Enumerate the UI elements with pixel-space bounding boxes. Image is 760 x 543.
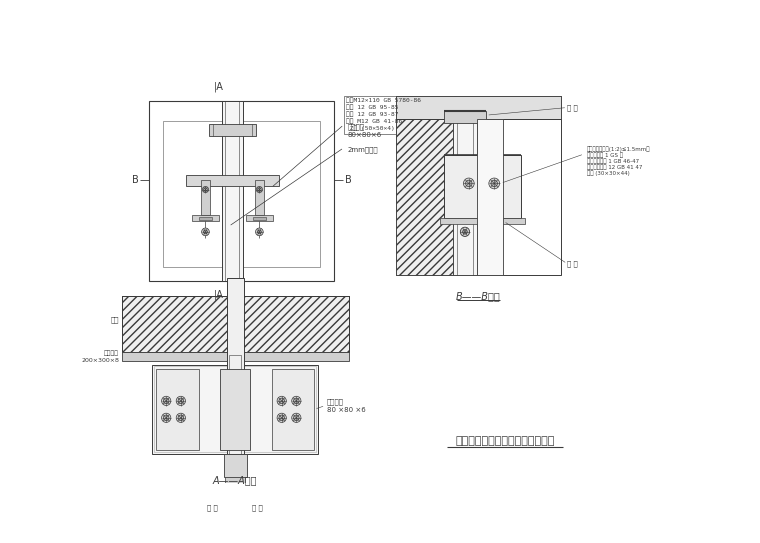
Text: 明框玻璃幕墙立柱与主体连接节点: 明框玻璃幕墙立柱与主体连接节点	[455, 436, 555, 446]
Circle shape	[489, 178, 499, 189]
Text: 水 平: 水 平	[568, 104, 578, 111]
Bar	[396, 96, 561, 119]
Text: 不得使用垫片 12 GB 41 47: 不得使用垫片 12 GB 41 47	[587, 165, 642, 171]
Bar	[245, 215, 274, 221]
Circle shape	[464, 178, 474, 189]
Text: B: B	[131, 175, 138, 185]
Bar	[396, 96, 454, 275]
Text: B: B	[345, 175, 352, 185]
Circle shape	[178, 415, 184, 421]
Text: 螺栓M12×110 GB 5780-86: 螺栓M12×110 GB 5780-86	[346, 98, 420, 103]
Text: 不得使用垫片 1 GB 46-47: 不得使用垫片 1 GB 46-47	[587, 159, 638, 164]
Bar	[222, 102, 243, 281]
Text: |A: |A	[214, 290, 223, 300]
Bar	[163, 121, 320, 267]
Bar	[253, 217, 265, 219]
Circle shape	[258, 230, 261, 234]
Bar	[122, 296, 349, 352]
Text: 乙钩 (30×30×44): 乙钩 (30×30×44)	[587, 171, 629, 176]
Text: 连接角钢
80×80×6: 连接角钢 80×80×6	[348, 123, 382, 137]
Text: 连接角钢
80 ×80 ×6: 连接角钢 80 ×80 ×6	[327, 398, 366, 413]
Bar	[199, 217, 211, 219]
Circle shape	[491, 180, 498, 187]
Bar	[271, 369, 314, 450]
Circle shape	[292, 396, 301, 406]
Bar	[229, 356, 241, 454]
Text: 2mm厚垫板: 2mm厚垫板	[348, 146, 378, 153]
Circle shape	[204, 188, 207, 191]
Bar	[122, 352, 349, 361]
Bar	[122, 296, 349, 352]
Circle shape	[277, 396, 287, 406]
Bar	[444, 111, 486, 123]
Circle shape	[293, 398, 299, 403]
Circle shape	[202, 186, 208, 193]
Circle shape	[178, 398, 184, 403]
Text: 水 平: 水 平	[568, 261, 578, 267]
Circle shape	[163, 415, 169, 421]
Circle shape	[256, 186, 262, 193]
Bar	[226, 279, 244, 454]
Text: 200×300×8: 200×300×8	[81, 358, 119, 363]
Bar	[344, 96, 456, 134]
Bar	[220, 369, 250, 450]
Bar	[255, 180, 264, 215]
Circle shape	[292, 413, 301, 422]
Bar	[149, 102, 334, 281]
Bar	[444, 155, 521, 218]
Circle shape	[279, 398, 284, 403]
Bar	[223, 454, 247, 477]
Text: 垫圈 12 GB 93-87: 垫圈 12 GB 93-87	[346, 111, 398, 117]
Bar	[440, 218, 525, 224]
Bar	[192, 215, 220, 221]
Circle shape	[293, 415, 299, 421]
Circle shape	[279, 415, 284, 421]
Text: B——B剖断: B——B剖断	[456, 291, 501, 301]
Circle shape	[176, 396, 185, 406]
Circle shape	[258, 188, 261, 191]
Circle shape	[201, 228, 209, 236]
Text: 楼板: 楼板	[111, 317, 119, 323]
Text: A——A剖断: A——A剖断	[213, 475, 258, 485]
Circle shape	[466, 180, 472, 187]
Circle shape	[162, 413, 171, 422]
Text: 不得使用垫 1 GS 及: 不得使用垫 1 GS 及	[587, 153, 622, 158]
Text: 东向梁板: 东向梁板	[104, 350, 119, 356]
Text: Z钢 (50×50×4): Z钢 (50×50×4)	[346, 125, 394, 131]
Circle shape	[461, 227, 470, 236]
Bar	[396, 96, 561, 275]
Circle shape	[176, 413, 185, 422]
Text: 水 平: 水 平	[252, 504, 263, 511]
Bar	[157, 369, 198, 450]
Bar	[154, 366, 316, 452]
Circle shape	[204, 230, 207, 234]
Bar	[201, 180, 210, 215]
Text: 垫圈 12 GB 95-85: 垫圈 12 GB 95-85	[346, 104, 398, 110]
Circle shape	[463, 230, 467, 234]
Bar	[225, 477, 245, 504]
Circle shape	[163, 398, 169, 403]
Text: 螺母 M12 GB 41-86: 螺母 M12 GB 41-86	[346, 118, 402, 124]
Text: 水分钢筋与主筋(1:2)≤1.5mm时: 水分钢筋与主筋(1:2)≤1.5mm时	[587, 146, 650, 152]
Bar	[186, 175, 279, 186]
Circle shape	[162, 396, 171, 406]
Bar	[454, 119, 477, 275]
Bar	[209, 124, 255, 136]
Text: 水 平: 水 平	[207, 504, 218, 511]
Bar	[477, 119, 503, 275]
Bar	[152, 365, 318, 454]
Text: |A: |A	[214, 81, 223, 92]
Circle shape	[277, 413, 287, 422]
Circle shape	[255, 228, 263, 236]
